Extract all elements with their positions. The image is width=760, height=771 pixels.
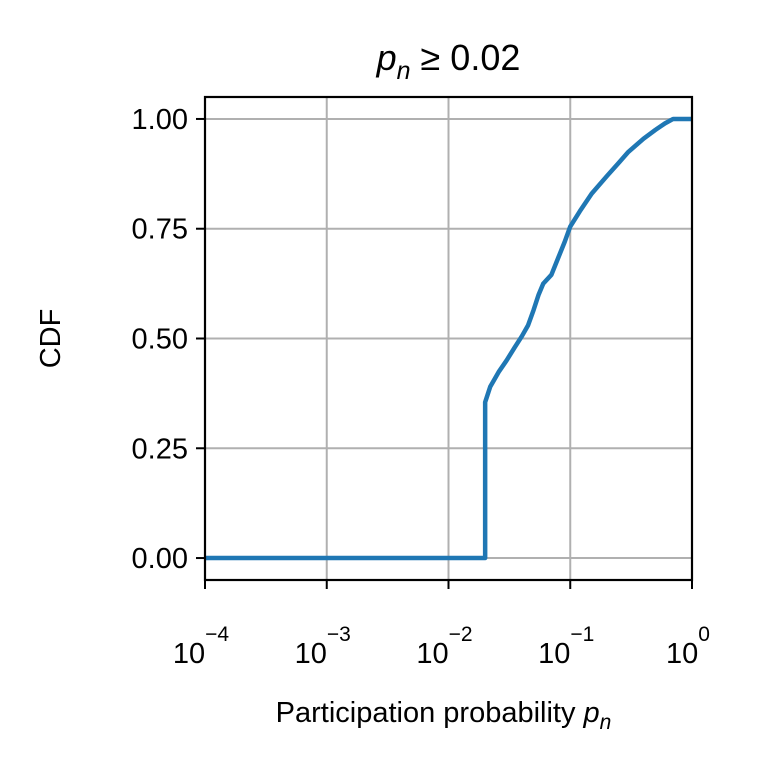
x-axis-title: Participation probability pn	[276, 697, 612, 734]
series-layer	[205, 116, 692, 561]
x-tick-label: 10−1	[538, 623, 594, 670]
x-axis-title-text: Participation probability	[276, 697, 584, 729]
y-tick-label: 0.25	[132, 433, 188, 465]
title-condition: ≥ 0.02	[411, 37, 521, 78]
x-tick-label: 10−2	[416, 623, 472, 670]
y-tick-label: 1.00	[132, 104, 188, 136]
x-tick-label: 10−4	[173, 623, 230, 670]
grid-lines	[204, 97, 693, 580]
y-tick-label: 0.75	[132, 214, 188, 246]
x-tick-label: 10−3	[295, 623, 351, 670]
y-tick-label: 0.00	[132, 543, 188, 575]
axis-layer: 10−4 10−3 10−2 10−1 100 0.00 0.25 0.50 0.75 1.00	[132, 104, 710, 670]
chart-title: pn ≥ 0.02	[376, 37, 521, 85]
x-axis-title-subscript: n	[600, 711, 612, 734]
x-tick-label: 100	[666, 623, 710, 670]
y-axis-title: CDF	[35, 309, 67, 369]
x-axis-title-variable: p	[583, 697, 600, 729]
title-variable: p	[376, 37, 397, 78]
title-subscript: n	[397, 57, 411, 85]
cdf-series-line	[205, 116, 692, 561]
y-tick-label: 0.50	[132, 324, 188, 356]
